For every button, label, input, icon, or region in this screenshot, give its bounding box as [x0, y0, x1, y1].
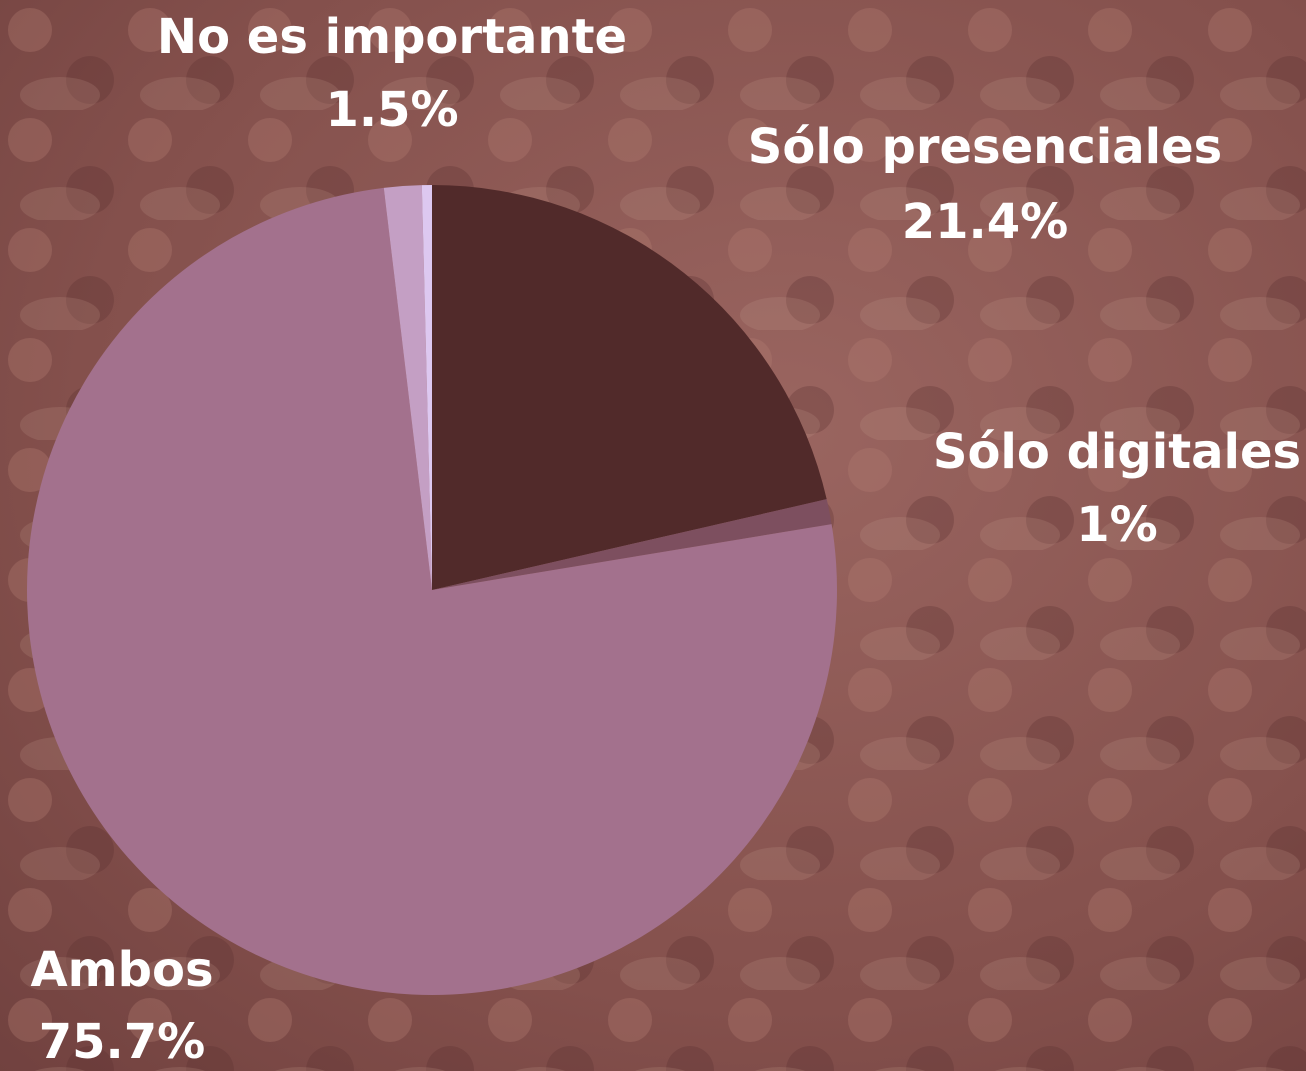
- slice-label: Sólo presenciales: [748, 119, 1222, 175]
- pie-slice: [432, 185, 827, 590]
- pie-slice: [421, 185, 432, 590]
- pie-slice: [26, 187, 838, 996]
- slice-value-label: 1.5%: [325, 82, 458, 138]
- slice-value-label: 75.7%: [39, 1014, 206, 1070]
- pie: [26, 185, 838, 996]
- slice-label: Sólo digitales: [933, 424, 1301, 480]
- slice-label: No es importante: [157, 9, 627, 65]
- slice-value-label: 1%: [1076, 497, 1158, 553]
- pie-slice: [432, 499, 832, 590]
- labels: Sólo presenciales 21.4% Sólo digitales 1% Am…: [30, 9, 1301, 1070]
- slice-value-label: 21.4%: [902, 194, 1069, 250]
- pie-slice: [383, 185, 432, 590]
- slice-label: Ambos: [30, 942, 213, 998]
